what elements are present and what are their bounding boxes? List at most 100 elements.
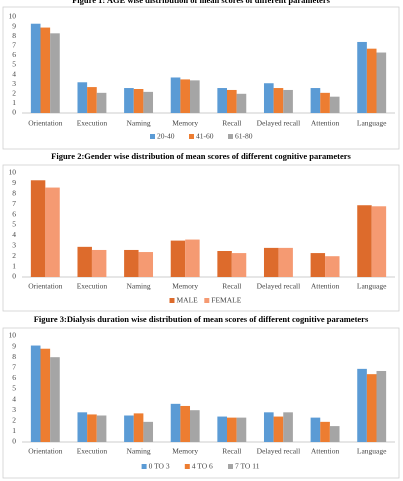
bar [310, 88, 321, 113]
bar [371, 206, 387, 277]
bar [170, 77, 181, 113]
legend-label: 61-80 [235, 132, 253, 141]
bar [226, 89, 237, 113]
bar [50, 357, 60, 442]
bar [217, 251, 232, 277]
legend-label: 20-40 [157, 132, 175, 141]
bar [190, 410, 200, 442]
x-tick-label: Language [357, 119, 387, 128]
bar [357, 368, 367, 442]
x-tick-label: Orientation [28, 282, 62, 291]
bar [357, 205, 372, 277]
y-tick-label: 1 [12, 98, 16, 107]
legend-label: MALE [177, 296, 199, 305]
y-tick-label: 0 [12, 437, 16, 446]
bar [283, 89, 293, 113]
y-tick-label: 0 [12, 108, 16, 117]
bar [87, 414, 97, 442]
bar [77, 246, 92, 277]
bar [96, 415, 107, 442]
bar [124, 415, 134, 442]
bar [263, 247, 279, 277]
legend-swatch [204, 298, 210, 303]
bar [366, 48, 377, 113]
y-tick-label: 0 [12, 272, 16, 281]
x-tick-label: Delayed recall [257, 282, 301, 291]
x-tick-label: Attention [311, 282, 340, 291]
x-tick-label: Orientation [28, 447, 62, 456]
x-tick-label: Naming [126, 447, 150, 456]
y-tick-label: 5 [12, 60, 16, 69]
bar [124, 88, 134, 113]
x-tick-label: Naming [126, 119, 150, 128]
bar [320, 421, 330, 442]
legend-swatch [228, 134, 233, 139]
bar [91, 249, 107, 277]
chart-frame [2, 164, 400, 312]
bar [217, 416, 227, 442]
legend-label: 41-60 [196, 132, 214, 141]
bar [40, 27, 51, 114]
bar [376, 52, 387, 113]
bar [376, 370, 387, 442]
bar [357, 41, 367, 113]
bar [40, 348, 51, 442]
y-tick-label: 3 [12, 241, 16, 250]
bar [226, 417, 237, 442]
bar [180, 79, 191, 113]
bar [283, 412, 293, 442]
bar [278, 247, 293, 277]
legend-label: 4 TO 6 [192, 462, 213, 471]
bar [310, 417, 321, 442]
y-tick-label: 3 [12, 405, 16, 414]
x-tick-label: Memory [172, 119, 198, 128]
bar [325, 256, 340, 277]
y-tick-label: 9 [12, 341, 16, 350]
x-tick-label: Orientation [28, 119, 62, 128]
bar [133, 413, 144, 442]
x-tick-label: Recall [222, 282, 241, 291]
bar [77, 412, 88, 442]
bar [329, 96, 340, 113]
y-tick-label: 10 [9, 12, 17, 21]
bar [77, 82, 88, 113]
chart-title: Figure 2:Gender wise distribution of mea… [51, 151, 351, 161]
chart-frame [2, 6, 400, 150]
y-tick-label: 6 [12, 50, 16, 59]
y-tick-label: 6 [12, 373, 16, 382]
y-tick-label: 2 [12, 89, 16, 98]
x-tick-label: Memory [172, 282, 198, 291]
bar [217, 88, 227, 113]
legend-swatch [141, 464, 147, 469]
legend-swatch [150, 134, 155, 139]
x-tick-label: Attention [311, 119, 340, 128]
chart-frame [2, 327, 400, 479]
y-tick-label: 4 [12, 394, 16, 403]
bar [273, 416, 284, 442]
legend-label: 7 TO 11 [235, 462, 260, 471]
bar [30, 23, 41, 113]
bar [236, 93, 247, 113]
y-tick-label: 2 [12, 416, 16, 425]
x-tick-label: Execution [77, 282, 108, 291]
chart-title: Figure 3:Dialysis duration wise distribu… [34, 314, 369, 324]
bar [50, 33, 60, 113]
bar [320, 92, 330, 113]
y-tick-label: 10 [9, 331, 17, 340]
chart-title: Figure 1: AGE wise distribution of mean … [72, 0, 330, 5]
y-tick-label: 5 [12, 220, 16, 229]
legend-swatch [189, 134, 194, 139]
y-tick-label: 6 [12, 209, 16, 218]
bar [236, 417, 247, 442]
legend-swatch [169, 298, 175, 303]
y-tick-label: 2 [12, 251, 16, 260]
bar [190, 80, 200, 113]
bar [30, 345, 41, 442]
y-tick-label: 7 [12, 41, 16, 50]
x-tick-label: Attention [311, 447, 340, 456]
y-tick-label: 1 [12, 426, 16, 435]
bar [185, 239, 200, 277]
x-tick-label: Delayed recall [257, 119, 301, 128]
bar [263, 83, 274, 113]
